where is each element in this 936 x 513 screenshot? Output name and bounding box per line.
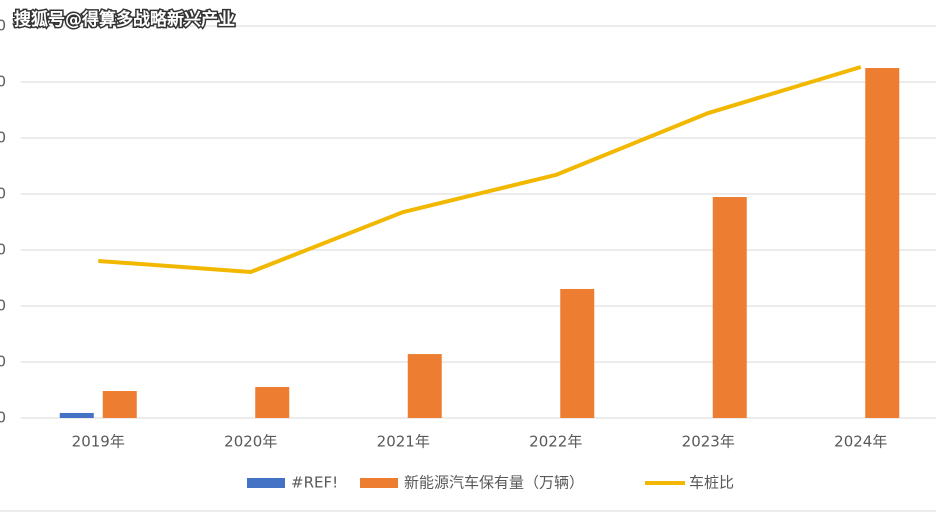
bar [560, 288, 595, 418]
y-tick-label: 2000 [0, 185, 6, 203]
x-tick-label: 2021年 [377, 433, 430, 451]
x-tick-label: 2022年 [529, 433, 582, 451]
y-tick-label: 0 [0, 409, 6, 427]
x-tick-label: 2019年 [72, 433, 125, 451]
bar [712, 197, 747, 418]
y-tick-label: 3500 [0, 17, 6, 35]
plot: 0 500 1000 1500 2000 2500 3000 3500 2019年 2020年 20… [0, 17, 936, 492]
bar [102, 391, 137, 418]
y-tick-label: 1000 [0, 297, 6, 315]
bar [59, 412, 94, 418]
bar [407, 354, 442, 418]
x-tick-label: 2024年 [834, 433, 887, 451]
x-tick-label: 2023年 [682, 433, 735, 451]
line [98, 65, 862, 274]
x-tick-label: 2020年 [224, 433, 277, 451]
legend-swatch [247, 478, 285, 488]
legend-label: #REF! [291, 474, 338, 492]
bar [865, 68, 900, 418]
bar [255, 386, 290, 418]
y-tick-label: 2500 [0, 129, 6, 147]
legend-label: 车桩比 [689, 474, 734, 492]
y-tick-label: 500 [0, 353, 6, 371]
y-tick-label: 3000 [0, 73, 6, 91]
legend-swatch [360, 478, 398, 488]
legend-label: 新能源汽车保有量（万辆） [404, 474, 584, 492]
watermark: 搜狐号@得算多战略新兴产业 [14, 9, 235, 30]
y-tick-label: 1500 [0, 241, 6, 259]
